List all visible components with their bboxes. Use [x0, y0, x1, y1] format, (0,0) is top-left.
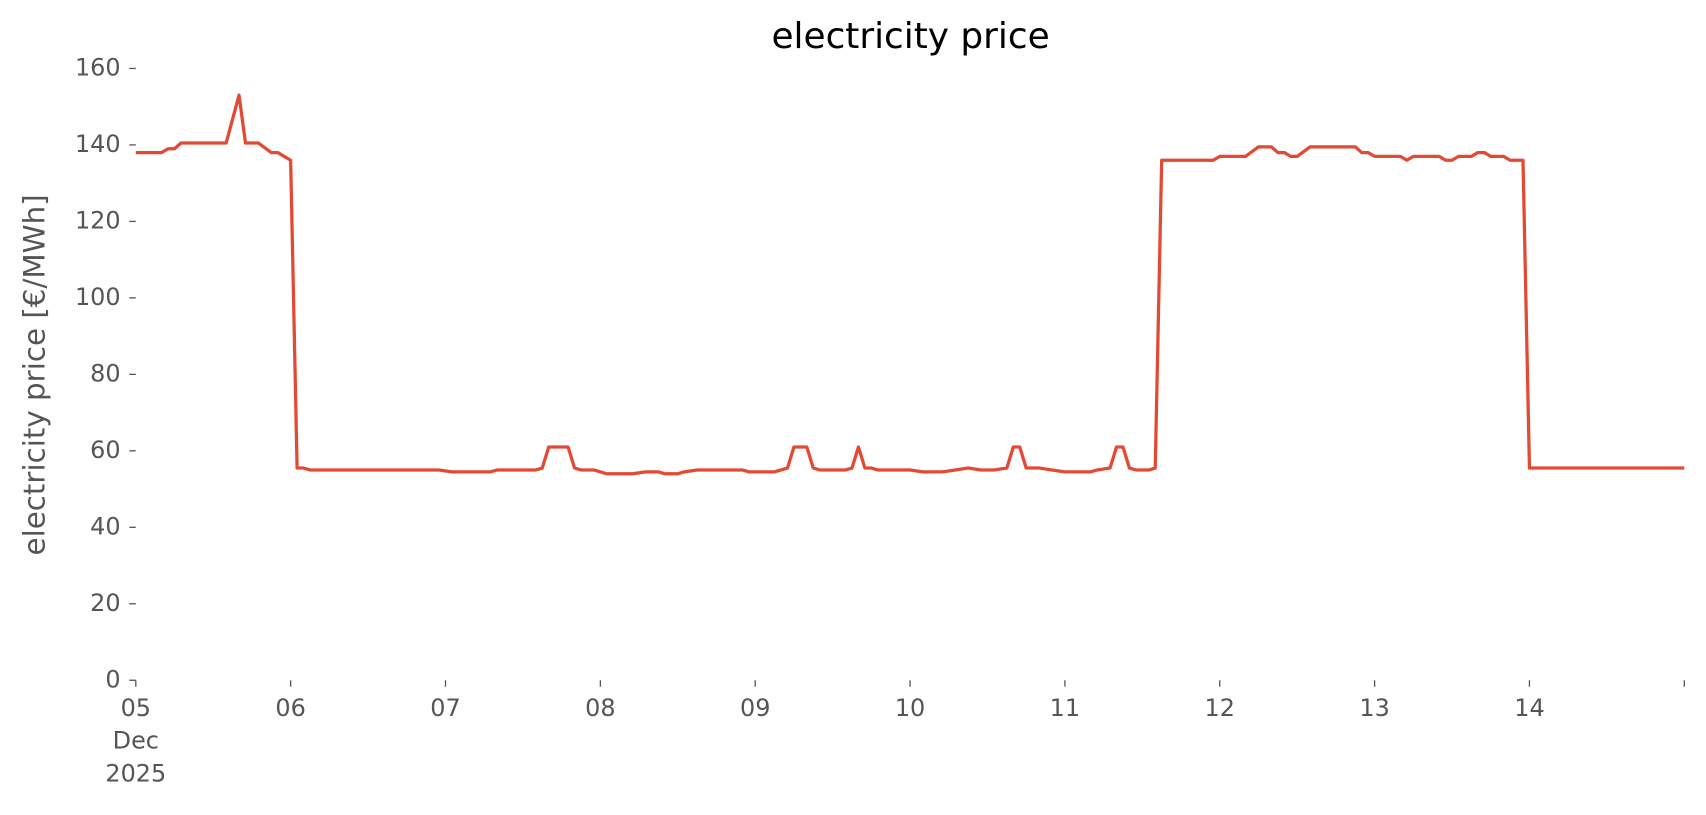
x-tick-label: 12 — [1204, 695, 1235, 723]
x-tick-label-box: 08 — [585, 695, 616, 723]
x-tick-label: 08 — [585, 695, 616, 723]
x-tick-label: 11 — [1049, 695, 1081, 723]
x-tick-label-box: 14 — [1514, 695, 1545, 723]
x-tick-label: 13 — [1359, 695, 1390, 723]
y-axis-label: electricity price [€/MWh] — [17, 194, 51, 555]
x-tick-label: 07 — [430, 695, 461, 723]
price-line — [135, 93, 1685, 476]
x-tick-label-box: 07 — [430, 695, 461, 723]
y-tick-label: 0 — [105, 665, 120, 693]
y-tick-label: 20 — [90, 589, 120, 617]
y-tick-label: 60 — [90, 436, 120, 464]
x-tick-label-box: 05 Dec 2025 — [105, 695, 167, 788]
x-tick-label-box: 12 — [1204, 695, 1235, 723]
y-tick-label: 120 — [75, 206, 121, 234]
y-tick-label: 80 — [90, 359, 120, 387]
x-tick-label-box: 06 — [275, 695, 306, 723]
y-tick-label: 160 — [75, 53, 121, 81]
x-tick-label-box: 10 — [894, 695, 926, 723]
y-tick-label: 40 — [90, 512, 120, 540]
x-tick-label: 09 — [739, 695, 771, 723]
y-tick-label: 100 — [75, 283, 121, 311]
x-tick-label-box: 13 — [1359, 695, 1390, 723]
y-tick-label: 140 — [75, 130, 121, 158]
x-tick-label: 06 — [275, 695, 306, 723]
x-tick-label: 14 — [1514, 695, 1545, 723]
x-tick-label: 05 Dec 2025 — [105, 695, 167, 788]
x-tick-label: 10 — [894, 695, 926, 723]
x-tick-label-box: 09 — [739, 695, 771, 723]
chart-title: electricity price — [771, 16, 1049, 57]
x-tick-label-box: 11 — [1049, 695, 1081, 723]
